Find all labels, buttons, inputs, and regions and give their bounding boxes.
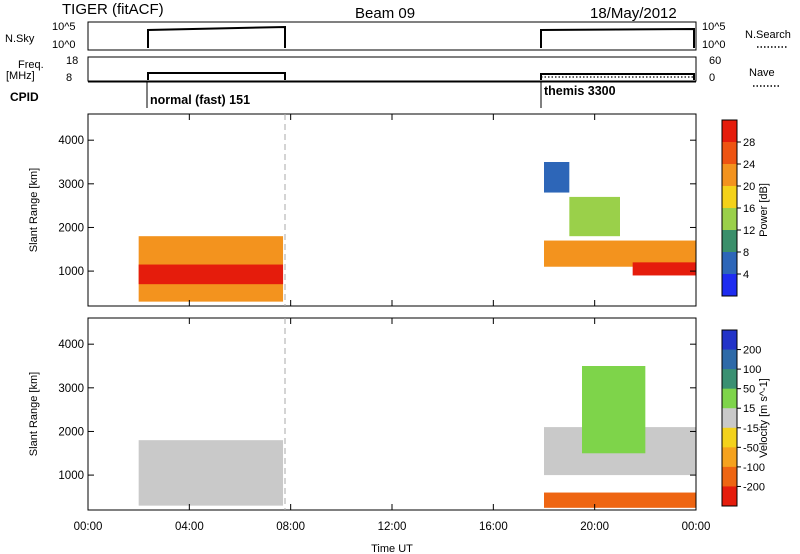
date-title: 18/May/2012 [590, 5, 677, 22]
power-colorbar-label: Power [dB] [758, 183, 770, 237]
velocity-colorbar-tick-label: 15 [743, 403, 755, 415]
nave-tick-bottom: 0 [709, 72, 715, 84]
power-y-axis: 1000 2000 3000 4000 [58, 135, 696, 278]
velocity-colorbar-ticks: 200 100 50 15 -15 -50 -100 -200 [737, 345, 765, 493]
power-colorbar-tick-label: 24 [743, 159, 755, 171]
velocity-y-label: Slant Range [km] [28, 372, 40, 456]
velocity-colorbar-label: Velocity [m s^-1] [758, 378, 770, 458]
x-tick-label: 04:00 [175, 521, 204, 533]
velocity-colorbar-tick-label: -200 [743, 481, 765, 493]
nsky-label: N.Sky [5, 33, 35, 45]
velocity-colorbar-swatch [722, 447, 737, 468]
power-colorbar-tick-label: 16 [743, 203, 755, 215]
velocity-data-region [582, 366, 646, 454]
velocity-colorbar-tick-label: -15 [743, 423, 759, 435]
velocity-colorbar-swatch [722, 427, 737, 448]
nave-tick-top: 60 [709, 55, 721, 67]
x-tick-label: 12:00 [378, 521, 407, 533]
cpid-segment-2-label: themis 3300 [544, 84, 616, 98]
x-tick-label: 08:00 [276, 521, 305, 533]
power-colorbar-tick-label: 8 [743, 247, 749, 259]
velocity-colorbar [722, 330, 737, 507]
x-tick-label: 16:00 [479, 521, 508, 533]
freq-label: Freq. [18, 59, 44, 71]
nsky-trace-2 [540, 27, 695, 48]
velocity-y-tick-label: 2000 [58, 426, 84, 438]
power-y-tick-label: 2000 [58, 222, 84, 234]
power-y-label: Slant Range [km] [28, 168, 40, 252]
power-colorbar-swatch [722, 142, 737, 165]
power-colorbar-swatch [722, 208, 737, 231]
velocity-colorbar-swatch [722, 349, 737, 370]
power-data-region [544, 162, 570, 193]
x-axis-label: Time UT [371, 543, 413, 554]
power-colorbar-tick-label: 4 [743, 269, 749, 281]
nsky-tick-bottom-left: 10^0 [52, 39, 76, 51]
power-colorbar-swatch [722, 252, 737, 275]
velocity-colorbar-tick-label: 50 [743, 384, 755, 396]
nsearch-label: N.Search [745, 29, 791, 41]
velocity-colorbar-swatch [722, 486, 737, 507]
cpid-label: CPID [10, 90, 39, 104]
x-tick-label: 00:00 [682, 521, 711, 533]
velocity-colorbar-swatch [722, 369, 737, 390]
x-tick-label: 00:00 [74, 521, 103, 533]
velocity-colorbar-tick-label: 200 [743, 345, 761, 357]
power-data-region [569, 196, 620, 237]
velocity-heatmap [138, 366, 696, 508]
power-colorbar-tick-label: 28 [743, 137, 755, 149]
velocity-colorbar-swatch [722, 388, 737, 409]
nsky-tick-bottom-right: 10^0 [702, 39, 726, 51]
nsky-tick-top-left: 10^5 [52, 21, 76, 33]
power-colorbar-ticks: 4 8 12 16 20 24 28 [737, 137, 755, 281]
power-colorbar-tick-label: 12 [743, 225, 755, 237]
radar-title: TIGER (fitACF) [62, 1, 164, 18]
velocity-y-tick-label: 4000 [58, 339, 84, 351]
velocity-colorbar-tick-label: 100 [743, 364, 761, 376]
velocity-data-region [138, 440, 284, 506]
freq-unit: [MHz] [6, 70, 35, 82]
freq-tick-top: 18 [66, 55, 78, 67]
freq-trace-1 [147, 72, 286, 80]
velocity-y-tick-label: 3000 [58, 383, 84, 395]
power-y-tick-label: 1000 [58, 266, 84, 278]
power-data-region [544, 240, 696, 267]
beam-title: Beam 09 [355, 5, 415, 22]
x-tick-label: 20:00 [580, 521, 609, 533]
power-colorbar-swatch [722, 230, 737, 253]
power-y-tick-label: 3000 [58, 179, 84, 191]
power-y-tick-label: 4000 [58, 135, 84, 147]
freq-tick-bottom: 8 [66, 72, 72, 84]
nave-label: Nave [749, 67, 775, 79]
nsky-tick-top-right: 10^5 [702, 21, 726, 33]
velocity-colorbar-frame [721, 329, 738, 507]
nsky-trace-1 [147, 25, 286, 48]
power-colorbar-swatch [722, 186, 737, 209]
power-x-ticks [87, 114, 697, 306]
freq-panel-frame [87, 56, 697, 82]
power-data-region [632, 262, 696, 276]
velocity-colorbar-tick-label: -50 [743, 442, 759, 454]
nsky-panel-frame [87, 21, 697, 51]
velocity-colorbar-swatch [722, 330, 737, 351]
velocity-colorbar-tick-label: -100 [743, 462, 765, 474]
velocity-y-axis: 1000 2000 3000 4000 [58, 339, 696, 482]
power-colorbar-swatch [722, 120, 737, 143]
velocity-y-tick-label: 1000 [58, 470, 84, 482]
velocity-x-axis: 00:00 04:00 08:00 12:00 16:00 20:00 00:00 [74, 318, 711, 533]
power-colorbar-swatch [722, 164, 737, 187]
power-colorbar [722, 120, 737, 297]
velocity-data-region [544, 492, 696, 508]
velocity-colorbar-swatch [722, 408, 737, 429]
power-colorbar-swatch [722, 274, 737, 297]
cpid-segment-1-label: normal (fast) 151 [150, 93, 250, 107]
power-colorbar-tick-label: 20 [743, 181, 755, 193]
power-heatmap [138, 162, 696, 302]
power-data-region [138, 264, 284, 285]
velocity-colorbar-swatch [722, 466, 737, 487]
